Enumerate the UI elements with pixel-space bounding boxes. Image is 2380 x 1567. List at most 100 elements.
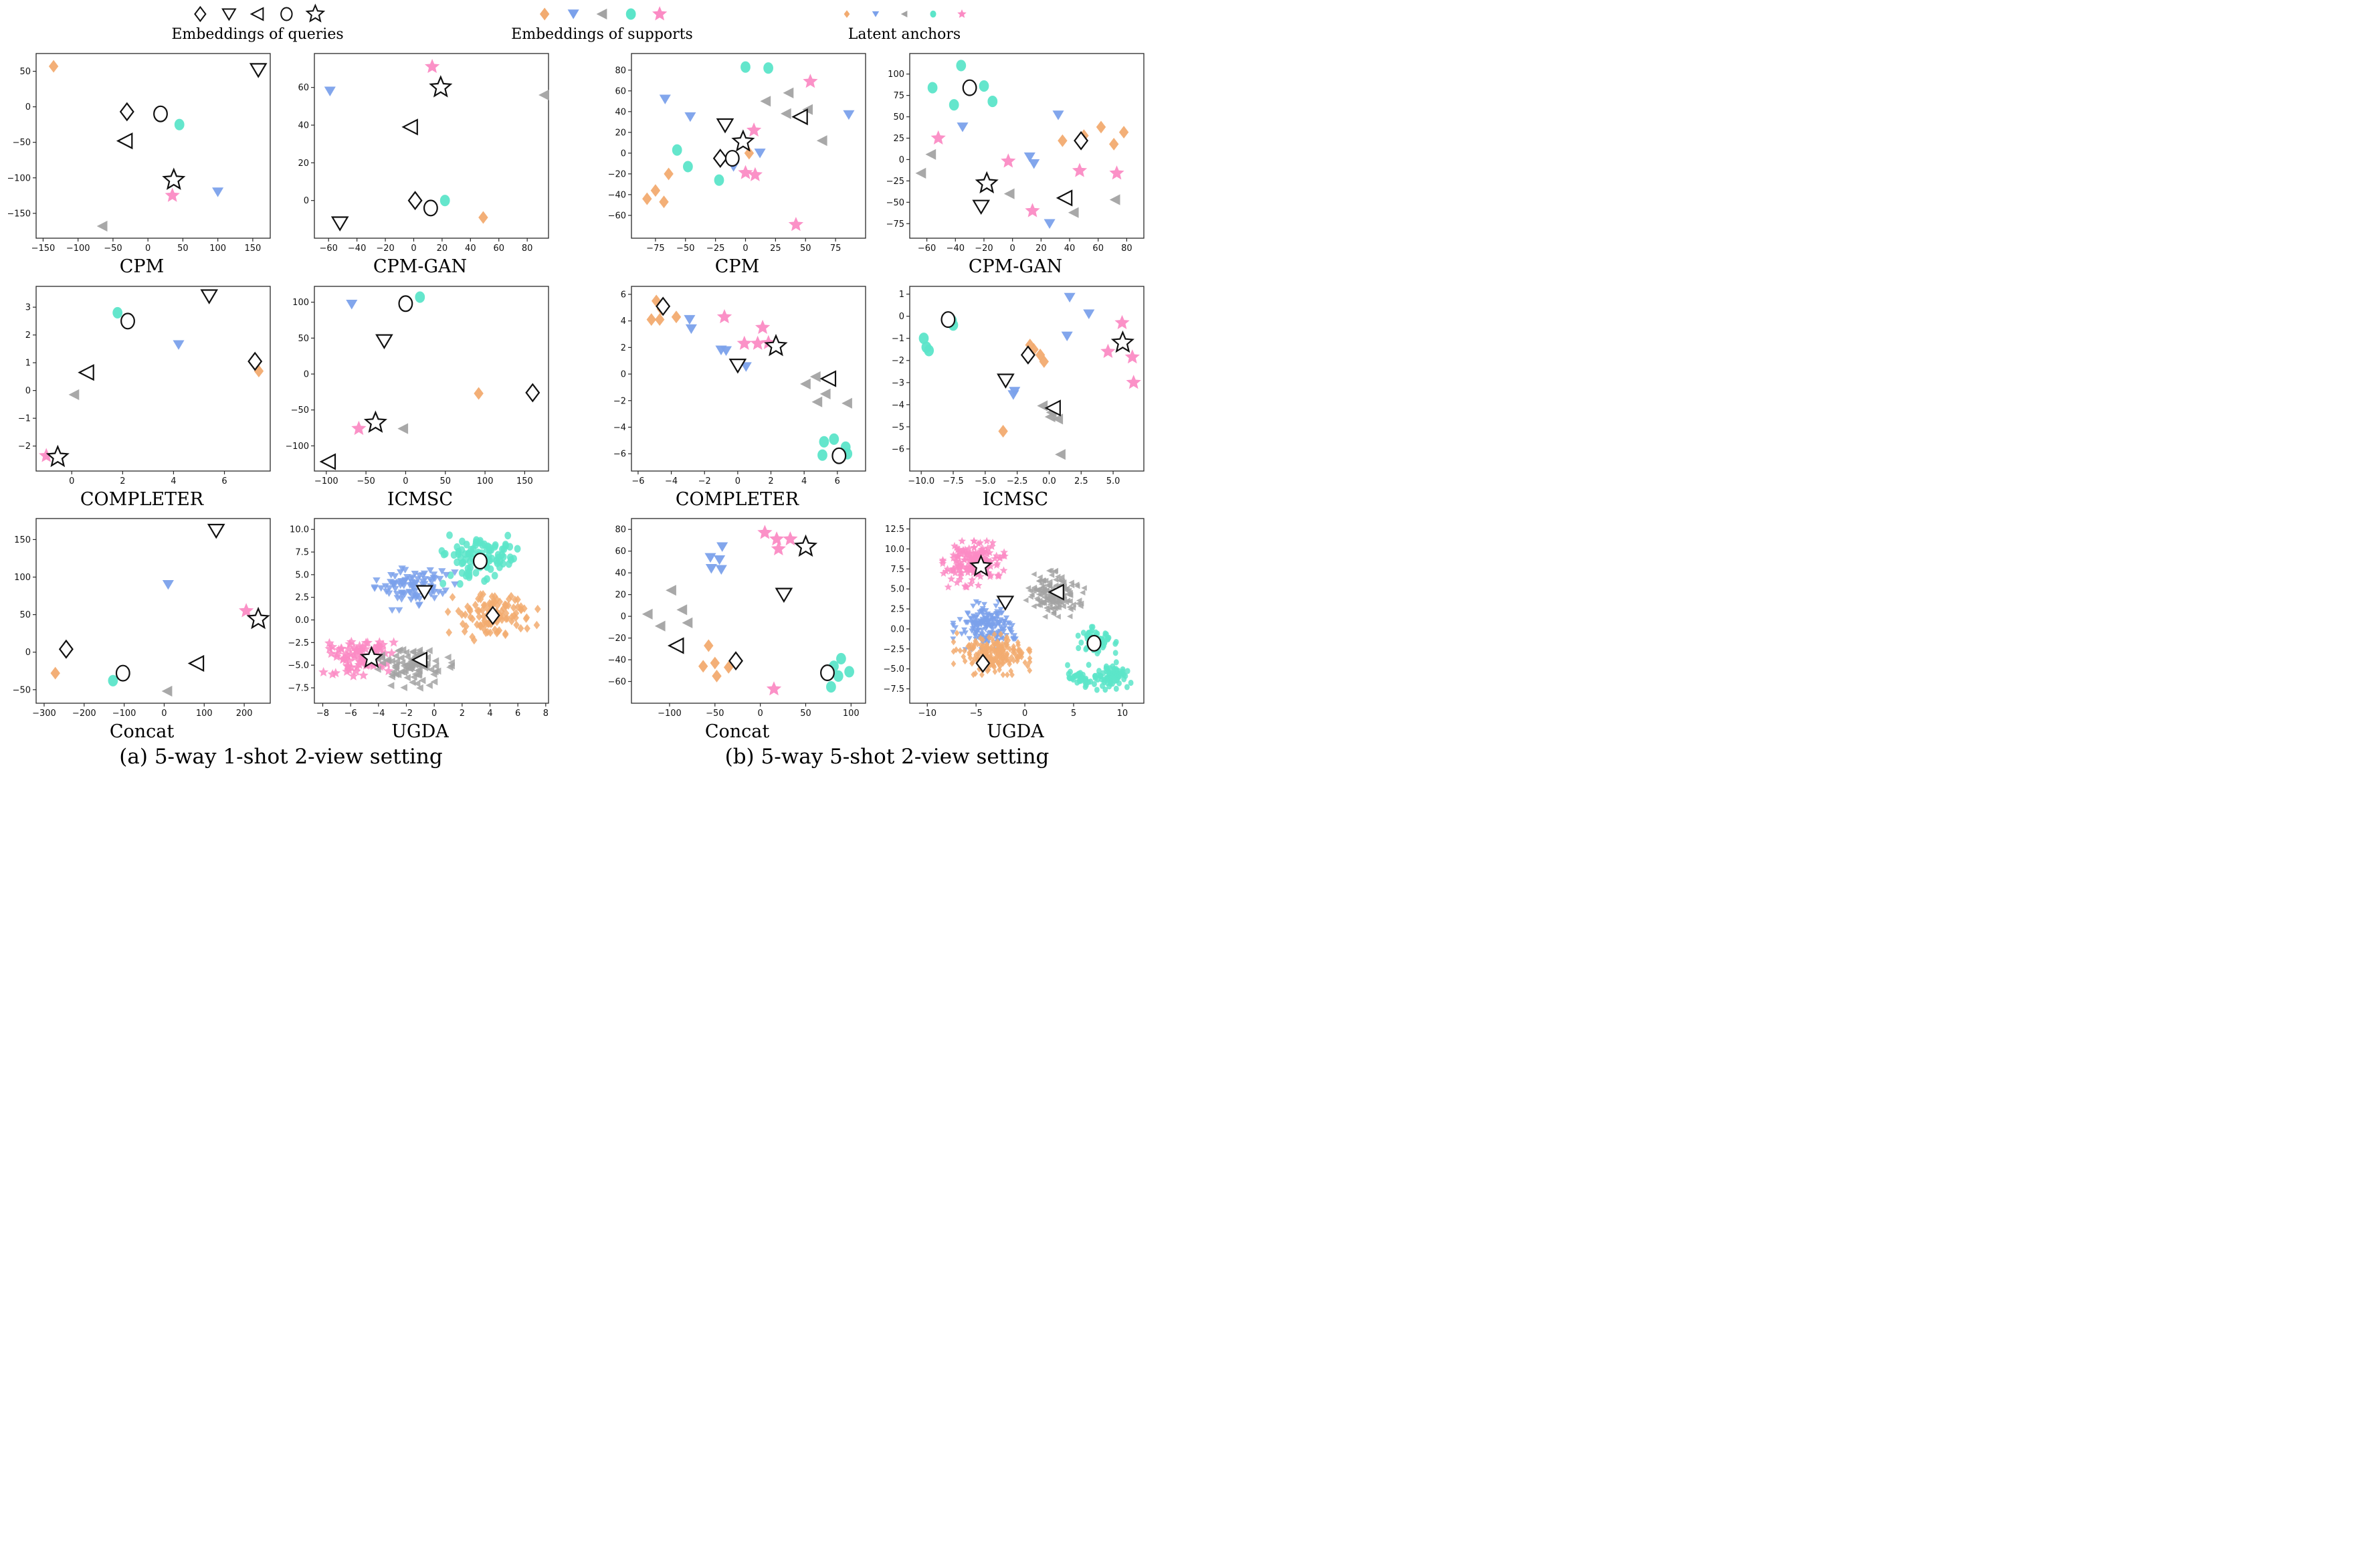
query-point-diamond-icon bbox=[975, 654, 991, 674]
query-point-tdown-icon bbox=[716, 118, 734, 134]
anchor-point-circle bbox=[1065, 662, 1070, 668]
anchor-point-star bbox=[962, 565, 971, 574]
anchor-point-star bbox=[938, 556, 947, 564]
anchor-point-circle bbox=[472, 569, 480, 577]
y-tick-label: 2 bbox=[621, 343, 626, 353]
anchor-point-diamond bbox=[1027, 667, 1033, 674]
x-tick-label: −75 bbox=[646, 244, 664, 254]
anchor-point-tleft bbox=[387, 682, 395, 690]
anchor-point-tdown bbox=[970, 604, 977, 610]
anchor-point-star bbox=[960, 556, 969, 564]
panel-b-grid: −75 −50 −25 0 25 50 75 80 60 40 20 0 −20 −40 −60 CPM −60… bbox=[603, 48, 1149, 742]
anchor-point-diamond bbox=[502, 629, 509, 638]
anchor-point-star bbox=[965, 549, 973, 557]
y-tick-label: −40 bbox=[608, 190, 626, 200]
support-point-tdown-icon bbox=[659, 94, 671, 104]
support-point-star-icon bbox=[238, 603, 254, 618]
anchor-point-diamond bbox=[988, 644, 994, 652]
anchor-point-circle bbox=[1113, 659, 1119, 666]
x-tick-label: 0 bbox=[403, 476, 408, 486]
anchor-point-tdown bbox=[387, 572, 395, 579]
y-tick-label: 0 bbox=[621, 369, 626, 379]
anchor-point-diamond bbox=[471, 636, 478, 645]
x-tick-label: −4 bbox=[665, 476, 678, 486]
query-point-diamond-icon bbox=[656, 296, 671, 316]
y-tick-label: −7.5 bbox=[288, 684, 309, 694]
x-tick-label: −8 bbox=[316, 709, 329, 719]
anchor-point-star bbox=[999, 566, 1008, 575]
anchor-point-diamond bbox=[1004, 671, 1010, 678]
anchor-point-tdown bbox=[435, 589, 443, 596]
y-tick-label: −5.0 bbox=[883, 664, 904, 674]
anchor-point-tdown bbox=[397, 589, 406, 597]
anchor-point-star bbox=[983, 550, 991, 558]
y-tick-label: 60 bbox=[615, 547, 626, 557]
support-point-circle-icon bbox=[714, 174, 724, 186]
anchor-point-tleft bbox=[1042, 614, 1048, 620]
anchor-point-circle bbox=[1092, 681, 1097, 688]
anchor-point-circle bbox=[1124, 668, 1130, 674]
anchor-point-diamond bbox=[445, 628, 452, 637]
anchor-point-diamond bbox=[975, 656, 981, 663]
subplot-b-cpm: −75 −50 −25 0 25 50 75 80 60 40 20 0 −20 −40 −60 CPM bbox=[603, 48, 871, 277]
support-point-star-icon bbox=[747, 167, 763, 181]
query-point-diamond-icon bbox=[1074, 130, 1089, 151]
anchor-point-tdown bbox=[411, 571, 419, 577]
anchor-point-tleft bbox=[1023, 597, 1029, 604]
anchor-point-star bbox=[342, 666, 353, 676]
anchor-point-tleft bbox=[1051, 600, 1057, 607]
y-tick-label: 0 bbox=[304, 369, 309, 379]
anchor-point-tleft bbox=[1078, 601, 1084, 607]
support-point-star-icon bbox=[1109, 165, 1124, 180]
query-point-tdown-icon bbox=[207, 524, 225, 539]
anchor-point-tdown bbox=[415, 572, 423, 579]
anchor-point-circle bbox=[1114, 670, 1119, 677]
anchor-point-diamond bbox=[474, 606, 481, 616]
anchor-point-circle bbox=[1108, 674, 1114, 681]
anchor-point-tdown bbox=[1000, 622, 1007, 627]
anchor-point-tdown bbox=[997, 620, 1003, 626]
support-point-tdown-icon bbox=[685, 324, 697, 334]
anchor-point-tleft bbox=[409, 648, 417, 656]
support-point-tleft-icon bbox=[161, 686, 173, 697]
anchor-point-tleft bbox=[431, 657, 439, 665]
anchor-point-tdown bbox=[420, 571, 429, 577]
anchor-point-tdown bbox=[411, 588, 419, 595]
subplot-title: ICMSC bbox=[387, 488, 454, 510]
query-point-circle-icon bbox=[962, 79, 977, 96]
x-tick-label: 50 bbox=[439, 476, 451, 486]
anchor-point-star bbox=[966, 560, 975, 569]
anchor-point-circle bbox=[496, 563, 503, 571]
support-point-tdown-icon bbox=[715, 565, 727, 575]
anchor-point-star bbox=[383, 666, 394, 676]
y-tick-label: −1 bbox=[18, 413, 31, 424]
query-point-circle-icon bbox=[153, 105, 168, 122]
y-tick-label: −5 bbox=[892, 422, 904, 432]
support-point-star-icon bbox=[746, 122, 762, 137]
plot-canvas-a-4: −300 −200 −100 0 100 200 150 100 50 0 −50 bbox=[13, 518, 271, 719]
anchor-point-tleft bbox=[1047, 579, 1053, 585]
anchor-point-diamond bbox=[990, 662, 996, 669]
anchor-point-tdown bbox=[415, 595, 424, 603]
x-tick-label: −2 bbox=[698, 476, 711, 486]
anchor-point-tleft bbox=[1035, 602, 1041, 608]
x-tick-label: −150 bbox=[31, 244, 56, 254]
anchor-point-tleft bbox=[395, 646, 403, 654]
anchor-point-tdown bbox=[397, 569, 405, 576]
anchor-point-diamond bbox=[1008, 668, 1014, 675]
anchor-point-tleft bbox=[1052, 569, 1058, 575]
support-point-star-icon bbox=[783, 531, 798, 546]
anchor-point-circle bbox=[1068, 668, 1073, 676]
anchor-point-diamond bbox=[951, 638, 957, 646]
anchor-point-star bbox=[938, 559, 947, 567]
subplot-title: ICMSC bbox=[982, 488, 1049, 510]
x-tick-label: 6 bbox=[221, 476, 227, 486]
anchor-point-tdown bbox=[409, 593, 417, 601]
query-point-diamond-icon bbox=[119, 102, 134, 122]
anchor-point-circle bbox=[491, 543, 498, 551]
anchor-point-tdown bbox=[429, 571, 438, 579]
query-point-tdown-icon bbox=[330, 216, 349, 232]
y-tick-label: 5.0 bbox=[890, 585, 904, 595]
support-point-diamond-icon bbox=[1035, 348, 1046, 361]
legend-anchors-tdown-icon bbox=[872, 11, 880, 17]
